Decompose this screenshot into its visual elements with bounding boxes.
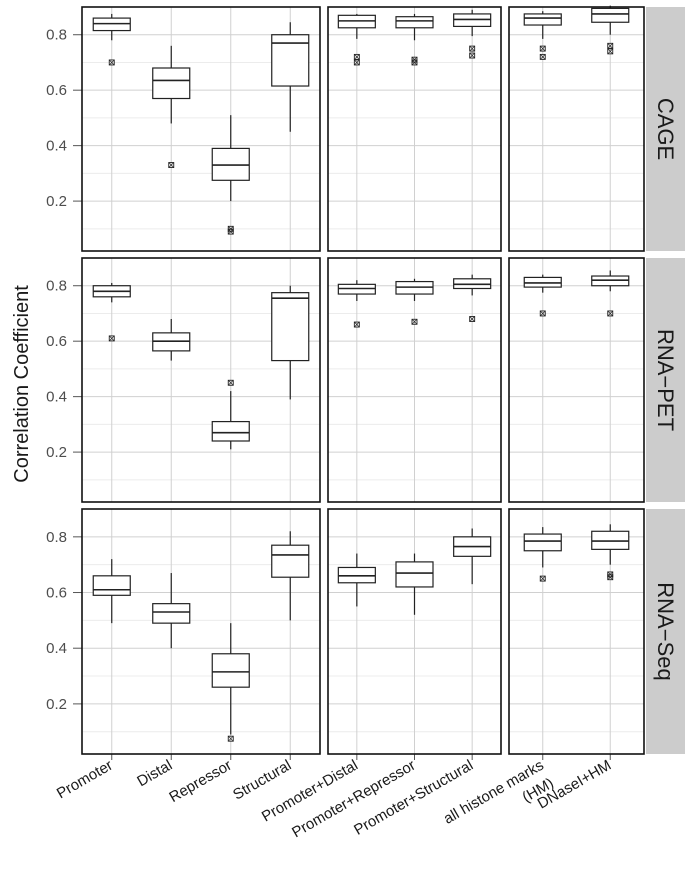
panel-background <box>509 258 644 502</box>
x-tick-label: Repressor <box>166 757 234 806</box>
panel-border <box>327 257 502 503</box>
y-tick-label: 0.2 <box>46 696 67 713</box>
outlier-cross <box>469 52 475 59</box>
panel-border <box>327 508 502 755</box>
outlier-point <box>607 42 614 49</box>
facet-strip <box>646 258 685 502</box>
facet-strip-label: RNA−Seq <box>653 582 678 680</box>
outlier-cross <box>411 319 418 325</box>
outlier-point <box>108 335 115 342</box>
y-tick-label: 0.8 <box>46 278 67 295</box>
outlier-point <box>227 735 234 742</box>
outlier-point <box>539 575 546 582</box>
panel-border <box>508 257 645 503</box>
outlier-point <box>607 574 614 581</box>
outlier-point <box>469 52 476 59</box>
outlier-point <box>607 48 614 55</box>
outlier-point <box>353 321 360 328</box>
box-iqr <box>271 544 310 578</box>
outlier-cross <box>168 162 174 168</box>
panel-border <box>81 508 321 755</box>
box-iqr <box>211 653 250 688</box>
outlier-cross <box>540 54 546 60</box>
y-tick-label: 0.8 <box>46 27 67 44</box>
facet-strip <box>646 7 685 251</box>
panel-background <box>509 7 644 251</box>
panel-border <box>81 257 321 503</box>
outlier-cross <box>607 43 613 49</box>
facet-strip-label: RNA−PET <box>653 329 678 431</box>
outlier-cross <box>109 335 115 342</box>
y-axis-label: Correlation Coefficient <box>11 285 33 483</box>
outlier-cross <box>540 45 546 52</box>
outlier-point <box>411 59 418 66</box>
y-tick-label: 0.8 <box>46 529 67 546</box>
outlier-point <box>108 59 115 66</box>
outlier-cross <box>540 575 546 582</box>
y-tick-label: 0.2 <box>46 193 67 210</box>
y-tick-label: 0.4 <box>46 640 67 657</box>
outlier-point <box>539 53 546 60</box>
box-iqr <box>395 561 434 588</box>
box-iqr <box>591 7 630 23</box>
outlier-cross <box>354 321 360 328</box>
y-tick-label: 0.6 <box>46 585 67 602</box>
outlier-point <box>227 228 234 235</box>
outlier-cross <box>228 735 234 742</box>
facet-strip <box>646 509 685 754</box>
box-iqr <box>271 292 310 362</box>
panel-border <box>327 6 502 252</box>
outlier-point <box>469 45 476 52</box>
box-iqr <box>92 575 131 596</box>
x-tick-label: Promoter <box>54 757 116 803</box>
facet-strip-label: CAGE <box>653 98 678 160</box>
outlier-cross <box>469 45 475 52</box>
outlier-cross <box>607 574 613 580</box>
outlier-cross <box>607 48 613 55</box>
outlier-cross <box>540 310 546 317</box>
outlier-point <box>539 310 546 317</box>
outlier-point <box>469 316 476 322</box>
outlier-cross <box>607 310 613 317</box>
outlier-point <box>607 310 614 317</box>
outlier-point <box>353 53 360 60</box>
outlier-cross <box>228 228 234 235</box>
outlier-cross <box>354 54 360 60</box>
x-tick-label: Distal <box>134 757 175 790</box>
y-tick-label: 0.2 <box>46 444 67 461</box>
outlier-point <box>168 162 175 168</box>
y-tick-label: 0.6 <box>46 82 67 99</box>
box-iqr <box>152 67 191 100</box>
panel-border <box>81 6 321 252</box>
panel-border <box>508 508 645 755</box>
y-tick-label: 0.4 <box>46 389 67 406</box>
outlier-cross <box>354 59 360 66</box>
box-iqr <box>211 420 250 442</box>
outlier-cross <box>469 316 475 322</box>
box-iqr <box>523 13 562 26</box>
outlier-cross <box>228 380 234 386</box>
panel-border <box>508 6 645 252</box>
y-tick-label: 0.4 <box>46 138 67 155</box>
outlier-point <box>539 45 546 52</box>
outlier-point <box>353 59 360 66</box>
box-iqr <box>395 16 434 29</box>
outlier-cross <box>411 59 418 66</box>
outlier-point <box>411 318 418 325</box>
outlier-point <box>227 379 234 386</box>
box-iqr <box>523 533 562 552</box>
y-tick-label: 0.6 <box>46 333 67 350</box>
outlier-cross <box>109 59 115 66</box>
box-iqr <box>152 603 191 624</box>
